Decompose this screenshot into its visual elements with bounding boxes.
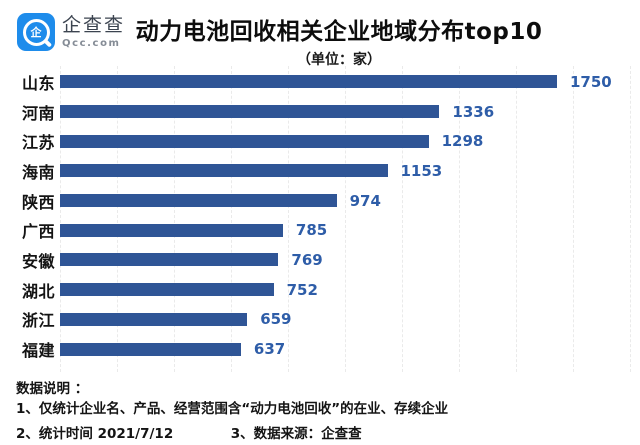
value-label: 1750 (570, 72, 612, 91)
notes-heading: 数据说明 ： (16, 381, 89, 397)
gridline (288, 66, 289, 372)
magnifier-icon: 企 (22, 18, 50, 46)
qcc-logo: 企 企查查 Qcc.com (17, 13, 125, 51)
gridline (516, 66, 517, 372)
note-row: 2、统计时间 2021/7/12 3、数据来源：企查查 (16, 426, 630, 442)
gridlines-layer (60, 66, 632, 372)
bar-row: 湖北 752 (0, 275, 640, 305)
category-label: 山东 (21, 73, 55, 93)
bar (60, 283, 274, 297)
bar (60, 134, 429, 148)
category-label: 浙江 (21, 311, 55, 331)
category-label: 安徽 (21, 251, 55, 271)
brand-text: 企查查 Qcc.com (62, 15, 125, 49)
bar (60, 342, 241, 356)
category-label: 广西 (21, 222, 55, 242)
gridline (402, 66, 403, 372)
gridline (60, 66, 61, 372)
category-label: 湖北 (21, 281, 55, 301)
value-label: 637 (253, 340, 286, 359)
value-label: 1298 (441, 132, 484, 151)
bar-row: 河南 1336 (0, 97, 640, 127)
brand-name: 企查查 (62, 14, 126, 37)
category-label: 海南 (21, 162, 55, 182)
value-label: 974 (349, 191, 381, 210)
bar-row: 浙江 659 (0, 305, 640, 335)
bar-row: 广西 785 (0, 215, 640, 245)
bar-row: 陕西 974 (0, 186, 640, 216)
value-label: 1336 (452, 102, 495, 121)
gridline (459, 66, 460, 372)
bar-row: 山东 1750 (0, 67, 640, 97)
gridline (174, 66, 175, 372)
note-statistics-scope: 1、仅统计企业名、产品、经营范围含“动力电池回收”的在业、存续企业 (16, 401, 449, 418)
note-data-source: 3、数据来源：企查查 (230, 426, 362, 443)
gridline (573, 66, 574, 372)
brand-domain: Qcc.com (62, 37, 121, 49)
value-label: 785 (295, 221, 328, 240)
value-label: 752 (286, 280, 318, 299)
note-statistics-date: 2、统计时间 2021/7/12 (16, 426, 174, 443)
bar (60, 105, 440, 119)
logo-glyph: 企 (30, 25, 42, 39)
chart-header: 动力电池回收相关企业地域分布top10 （单位：家） (48, 12, 630, 69)
bar (60, 194, 337, 208)
bar (60, 75, 557, 89)
value-label: 1153 (400, 161, 443, 180)
category-label: 福建 (21, 341, 55, 361)
value-label: 769 (291, 250, 323, 269)
bar (60, 312, 248, 326)
gridline (117, 66, 118, 372)
data-notes: 数据说明 ： 1、仅统计企业名、产品、经营范围含“动力电池回收”的在业、存续企业… (16, 381, 630, 443)
chart-title: 动力电池回收相关企业地域分布top10 (135, 19, 543, 45)
gridline (231, 66, 232, 372)
bar-rows: 山东 1750 河南 1336 江苏 1298 海南 1153 陕西 974 广西 785 安徽 769 湖… (0, 67, 640, 364)
gridline (630, 66, 631, 372)
bar-row: 海南 1153 (0, 156, 640, 186)
bar (60, 164, 388, 178)
category-label: 江苏 (21, 133, 55, 153)
qcc-logo-icon: 企 (17, 13, 55, 51)
bar (60, 223, 283, 237)
bar-row: 福建 637 (0, 334, 640, 364)
chart-unit-label: （单位：家） (297, 52, 381, 68)
bar (60, 253, 279, 267)
gridline (345, 66, 346, 372)
category-label: 陕西 (21, 192, 55, 212)
bar-row: 安徽 769 (0, 245, 640, 275)
category-label: 河南 (21, 103, 55, 123)
bar-row: 江苏 1298 (0, 126, 640, 156)
value-label: 659 (260, 310, 292, 329)
